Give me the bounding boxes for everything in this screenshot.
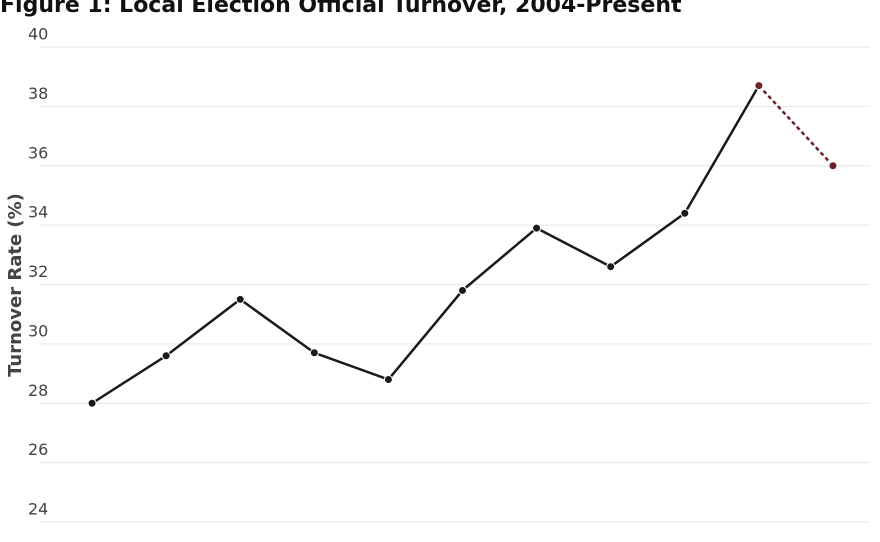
point	[235, 294, 245, 304]
x-tick-label: 2022	[739, 541, 780, 542]
line	[757, 84, 834, 167]
x-tick-label: 2018	[590, 541, 631, 542]
point	[828, 161, 838, 171]
line	[91, 84, 760, 405]
x-tick-label: 2024	[813, 541, 854, 542]
x-tick-label: 2008	[220, 541, 261, 542]
x-tick-label: 2010	[294, 541, 335, 542]
x-tick-label: 2020	[664, 541, 705, 542]
y-tick-label: 30	[28, 321, 48, 340]
y-tick-label: 40	[28, 25, 48, 44]
x-tick-label: 2016	[516, 541, 557, 542]
y-tick-label: 26	[28, 440, 48, 459]
x-tick-label: 2004	[72, 541, 113, 542]
point	[161, 351, 171, 361]
x-tick-label: 2006	[146, 541, 187, 542]
chart-title: Figure 1: Local Election Official Turnov…	[0, 0, 682, 18]
point	[754, 81, 764, 91]
y-tick-label: 34	[28, 203, 48, 222]
x-tick-label: 2014	[442, 541, 483, 542]
point	[606, 262, 616, 272]
point	[532, 223, 542, 233]
y-tick-label: 24	[28, 500, 48, 519]
point	[87, 398, 97, 408]
y-tick-label: 38	[28, 84, 48, 103]
y-tick-label: 28	[28, 381, 48, 400]
y-tick-label: 32	[28, 262, 48, 281]
point	[309, 348, 319, 358]
y-tick-label: 36	[28, 143, 48, 162]
point	[383, 375, 393, 384]
point	[680, 208, 690, 218]
x-tick-label: 2012	[368, 541, 409, 542]
y-axis-label: Turnover Rate (%)	[5, 193, 26, 377]
point	[458, 285, 467, 295]
